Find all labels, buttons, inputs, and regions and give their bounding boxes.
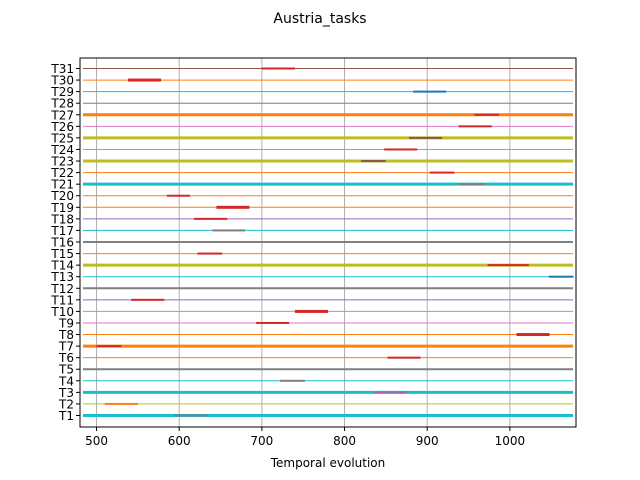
task-bar xyxy=(458,125,492,128)
task-bar xyxy=(516,333,550,337)
y-tick-label: T26 xyxy=(50,120,74,134)
task-bar xyxy=(261,67,295,70)
y-tick-label: T9 xyxy=(58,316,74,330)
task-bar xyxy=(458,183,486,186)
y-tick-label: T10 xyxy=(50,305,74,319)
task-bar xyxy=(280,379,305,382)
y-tick-label: T2 xyxy=(58,397,74,411)
task-bar xyxy=(548,275,574,278)
x-axis-label: Temporal evolution xyxy=(270,456,386,470)
y-tick-label: T22 xyxy=(50,166,74,180)
task-bar xyxy=(131,298,165,301)
y-tick-label: T15 xyxy=(50,247,74,261)
task-bar xyxy=(197,252,223,255)
task-bar xyxy=(374,391,407,394)
task-layer xyxy=(83,67,574,417)
y-tick-label: T16 xyxy=(50,236,74,250)
y-tick-label: T29 xyxy=(50,85,74,99)
y-tick-label: T30 xyxy=(50,74,74,88)
y-tick-label: T14 xyxy=(50,259,74,273)
plot-frame xyxy=(79,57,577,428)
task-bar xyxy=(212,229,246,232)
task-bar xyxy=(384,148,418,151)
x-tick-label: 800 xyxy=(333,434,356,448)
task-bar xyxy=(409,136,443,139)
y-tick-label: T7 xyxy=(58,340,74,354)
y-tick-label: T31 xyxy=(50,62,74,76)
task-bar xyxy=(429,171,455,174)
y-tick-label: T3 xyxy=(58,386,74,400)
task-bar xyxy=(294,309,328,313)
task-bar xyxy=(216,205,250,209)
task-bar xyxy=(96,345,122,348)
y-tick-label: T1 xyxy=(58,409,74,423)
x-tick-label: 900 xyxy=(416,434,439,448)
y-tick-label: T17 xyxy=(50,224,74,238)
y-tick-label: T24 xyxy=(50,143,74,157)
x-tick-label: 1000 xyxy=(495,434,526,448)
y-tick-label: T8 xyxy=(58,328,74,342)
chart-title: Austria_tasks xyxy=(273,11,366,27)
task-bar xyxy=(104,402,138,405)
y-tick-label: T11 xyxy=(50,293,74,307)
task-bar xyxy=(487,264,529,267)
y-tick-label: T20 xyxy=(50,189,74,203)
y-tick-label: T4 xyxy=(58,374,74,388)
y-tick-label: T12 xyxy=(50,282,74,296)
y-tick-label: T27 xyxy=(50,108,74,122)
y-tick-label: T13 xyxy=(50,270,74,284)
y-tick-label: T6 xyxy=(58,351,74,365)
y-tick-label: T18 xyxy=(50,212,74,226)
y-tick-label: T21 xyxy=(50,178,74,192)
task-bar xyxy=(166,194,190,197)
task-bar xyxy=(194,217,228,220)
x-tick-label: 500 xyxy=(85,434,108,448)
task-bar xyxy=(361,160,386,163)
task-bar xyxy=(256,321,290,324)
task-bar xyxy=(174,414,208,417)
task-bar xyxy=(387,356,421,359)
task-bar xyxy=(127,78,162,82)
task-bar xyxy=(413,90,447,93)
y-tick-label: T28 xyxy=(50,97,74,111)
y-tick-label: T19 xyxy=(50,201,74,215)
x-tick-label: 700 xyxy=(250,434,273,448)
x-tick-label: 600 xyxy=(168,434,191,448)
y-tick-label: T5 xyxy=(58,363,74,377)
axis-layer: 500 600 700 800 900 1000 T1T2T3T4T5T6T7T8T9T10… xyxy=(50,62,525,448)
y-tick-label: T23 xyxy=(50,155,74,169)
task-bar xyxy=(474,113,500,116)
y-tick-label: T25 xyxy=(50,131,74,145)
